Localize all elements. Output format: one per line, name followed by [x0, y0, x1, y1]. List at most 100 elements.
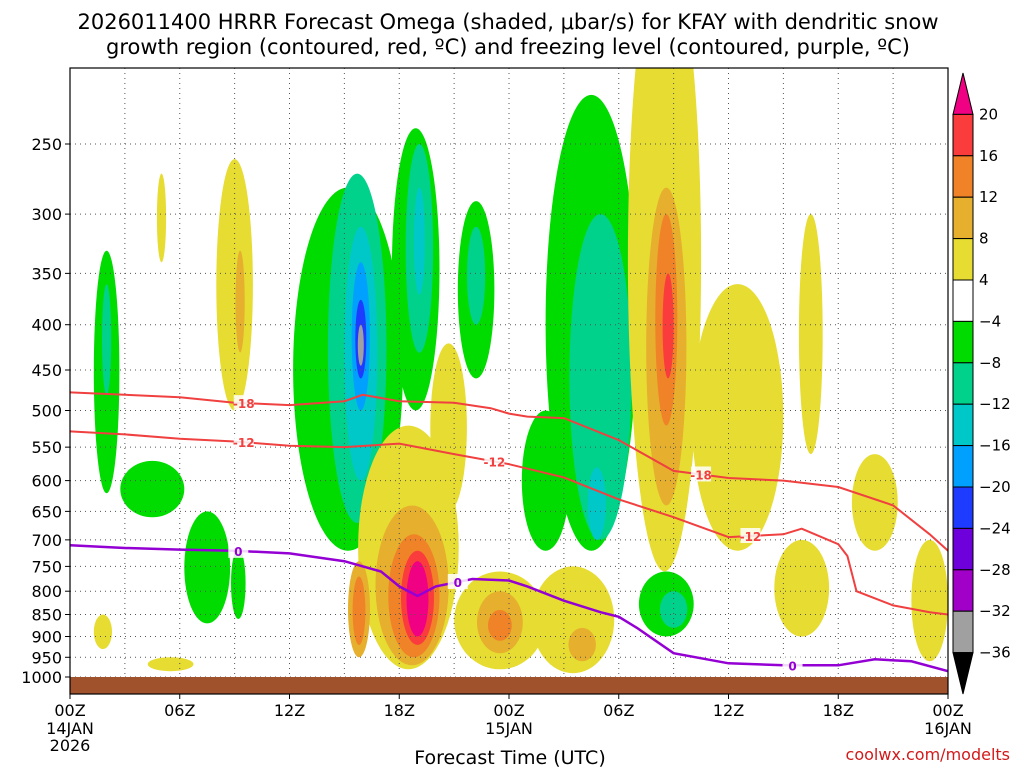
contour-label-bg: [691, 466, 712, 482]
y-tick-label: 650: [31, 502, 62, 521]
chart-title-line1: 2026011400 HRRR Forecast Omega (shaded, …: [77, 10, 938, 34]
x-tick-label: 06Z: [603, 701, 634, 720]
omega-region: [231, 548, 246, 619]
omega-region: [774, 539, 830, 637]
contour-label-bg: [233, 395, 254, 411]
colorbar: 20 16 12 8 4 −4 −8 −12 −16 −20 −24 −28 −32 −36: [952, 72, 1011, 695]
y-tick-label: 700: [31, 531, 62, 550]
omega-region: [216, 159, 253, 411]
contour-label-bg: [484, 453, 505, 469]
credit-text: coolwx.com/modelts: [846, 745, 1010, 764]
omega-region: [93, 614, 112, 650]
colorbar-segment: [952, 652, 974, 695]
colorbar-segment: [952, 403, 974, 447]
omega-region: [568, 627, 596, 662]
omega-region: [691, 284, 784, 551]
y-tick-label: 600: [31, 472, 62, 491]
contour-label: 0: [788, 659, 796, 673]
colorbar-label: −12: [979, 395, 1011, 413]
x-tick-year: 2026: [50, 736, 91, 755]
colorbar-label: 12: [979, 188, 998, 206]
x-tick-date: 16JAN: [924, 719, 972, 738]
y-tick-label: 400: [31, 316, 62, 335]
colorbar-segment: [952, 610, 974, 654]
contours: -18 -18 -12 -12 -12 0 0 0: [70, 391, 948, 673]
x-axis-label: Forecast Time (UTC): [414, 747, 605, 768]
colorbar-segment: [952, 569, 974, 612]
y-axis: 250 300 350 400 450 500 550 600 650 700 750 800 850 9…: [21, 135, 70, 687]
x-tick-date: 15JAN: [485, 719, 533, 738]
colorbar-label: −32: [979, 602, 1011, 620]
colorbar-label: −16: [979, 437, 1011, 455]
y-tick-label: 750: [31, 557, 62, 576]
contour-label: -18: [233, 397, 255, 411]
colorbar-segment: [952, 527, 974, 571]
x-tick-label: 00Z: [493, 701, 524, 720]
contour-label: -12: [233, 436, 255, 450]
colorbar-label: −24: [979, 519, 1011, 537]
omega-region: [120, 460, 185, 518]
omega-region: [659, 591, 688, 628]
colorbar-segment: [952, 113, 974, 157]
omega-region: [467, 226, 486, 325]
y-tick-label: 900: [31, 627, 62, 646]
omega-region: [587, 467, 606, 540]
contour-label: -12: [740, 530, 762, 544]
colorbar-segment: [952, 196, 974, 240]
y-tick-label: 250: [31, 135, 62, 154]
contour-label: -18: [690, 468, 712, 482]
contour-label-bg: [740, 528, 761, 544]
x-tick-label: 00Z: [932, 701, 963, 720]
omega-region: [147, 657, 194, 672]
omega-region: [662, 273, 674, 379]
colorbar-segment: [952, 238, 974, 281]
y-tick-label: 850: [31, 606, 62, 625]
colorbar-segment: [952, 445, 974, 488]
y-tick-label: 1000: [21, 668, 62, 687]
x-tick-label: 06Z: [164, 701, 195, 720]
omega-region: [911, 539, 948, 662]
omega-region: [406, 561, 429, 637]
colorbar-segment: [952, 320, 974, 364]
ground-terrain: [70, 677, 948, 694]
x-tick-label: 12Z: [274, 701, 305, 720]
y-tick-label: 800: [31, 582, 62, 601]
x-tick-label: 18Z: [384, 701, 415, 720]
omega-region: [569, 214, 632, 540]
omega-shading: [93, 68, 948, 674]
y-tick-label: 500: [31, 402, 62, 421]
colorbar-segment: [952, 486, 974, 529]
omega-region: [488, 610, 512, 641]
x-tick-label: 12Z: [713, 701, 744, 720]
y-tick-label: 950: [31, 648, 62, 667]
colorbar-label: 4: [979, 271, 989, 289]
chart-title-line2: growth region (contoured, red, ºC) and f…: [106, 35, 910, 59]
colorbar-segment: [952, 155, 974, 198]
contour-label: 0: [234, 545, 242, 559]
omega-region: [413, 187, 425, 295]
y-tick-label: 350: [31, 264, 62, 283]
omega-region: [430, 343, 467, 512]
colorbar-segment: [952, 72, 974, 115]
colorbar-label: 8: [979, 230, 989, 248]
contour-label: -12: [484, 456, 506, 470]
x-tick-label: 18Z: [823, 701, 854, 720]
colorbar-label: −28: [979, 561, 1011, 579]
contour-label-bg: [447, 573, 468, 589]
contour-label-bg: [228, 542, 249, 558]
omega-region: [531, 566, 615, 674]
colorbar-label: −20: [979, 478, 1011, 496]
colorbar-segment: [952, 279, 974, 322]
omega-region: [851, 454, 898, 551]
omega-region: [352, 576, 366, 645]
y-tick-label: 300: [31, 205, 62, 224]
colorbar-label: 16: [979, 147, 998, 165]
omega-region: [357, 324, 364, 366]
colorbar-label: −8: [979, 354, 1001, 372]
contour-label-bg: [233, 434, 254, 450]
y-tick-label: 550: [31, 438, 62, 457]
x-tick-date: 14JAN: [46, 719, 94, 738]
x-tick-label: 00Z: [54, 701, 85, 720]
